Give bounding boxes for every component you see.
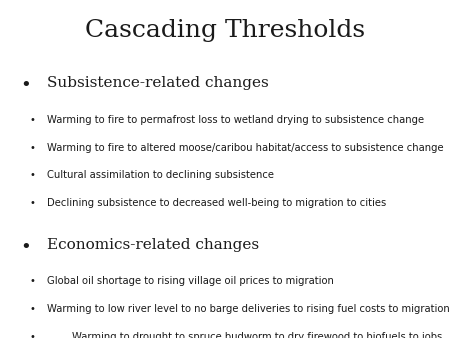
Text: Global oil shortage to rising village oil prices to migration: Global oil shortage to rising village oi…: [47, 276, 334, 287]
Text: •: •: [29, 276, 35, 287]
Text: Declining subsistence to decreased well-being to migration to cities: Declining subsistence to decreased well-…: [47, 198, 387, 208]
Text: •: •: [29, 332, 35, 338]
Text: •: •: [20, 76, 31, 94]
Text: Subsistence-related changes: Subsistence-related changes: [47, 76, 269, 90]
Text: •: •: [29, 115, 35, 125]
Text: •: •: [29, 143, 35, 153]
Text: Cultural assimilation to declining subsistence: Cultural assimilation to declining subsi…: [47, 170, 274, 180]
Text: Warming to fire to altered moose/caribou habitat/access to subsistence change: Warming to fire to altered moose/caribou…: [47, 143, 444, 153]
Text: Warming to drought to spruce budworm to dry firewood to biofuels to jobs: Warming to drought to spruce budworm to …: [47, 332, 442, 338]
Text: Cascading Thresholds: Cascading Thresholds: [85, 19, 365, 42]
Text: •: •: [29, 304, 35, 314]
Text: Warming to low river level to no barge deliveries to rising fuel costs to migrat: Warming to low river level to no barge d…: [47, 304, 450, 314]
Text: •: •: [29, 198, 35, 208]
Text: Warming to fire to permafrost loss to wetland drying to subsistence change: Warming to fire to permafrost loss to we…: [47, 115, 424, 125]
Text: •: •: [29, 170, 35, 180]
Text: •: •: [20, 238, 31, 256]
Text: Economics-related changes: Economics-related changes: [47, 238, 259, 251]
